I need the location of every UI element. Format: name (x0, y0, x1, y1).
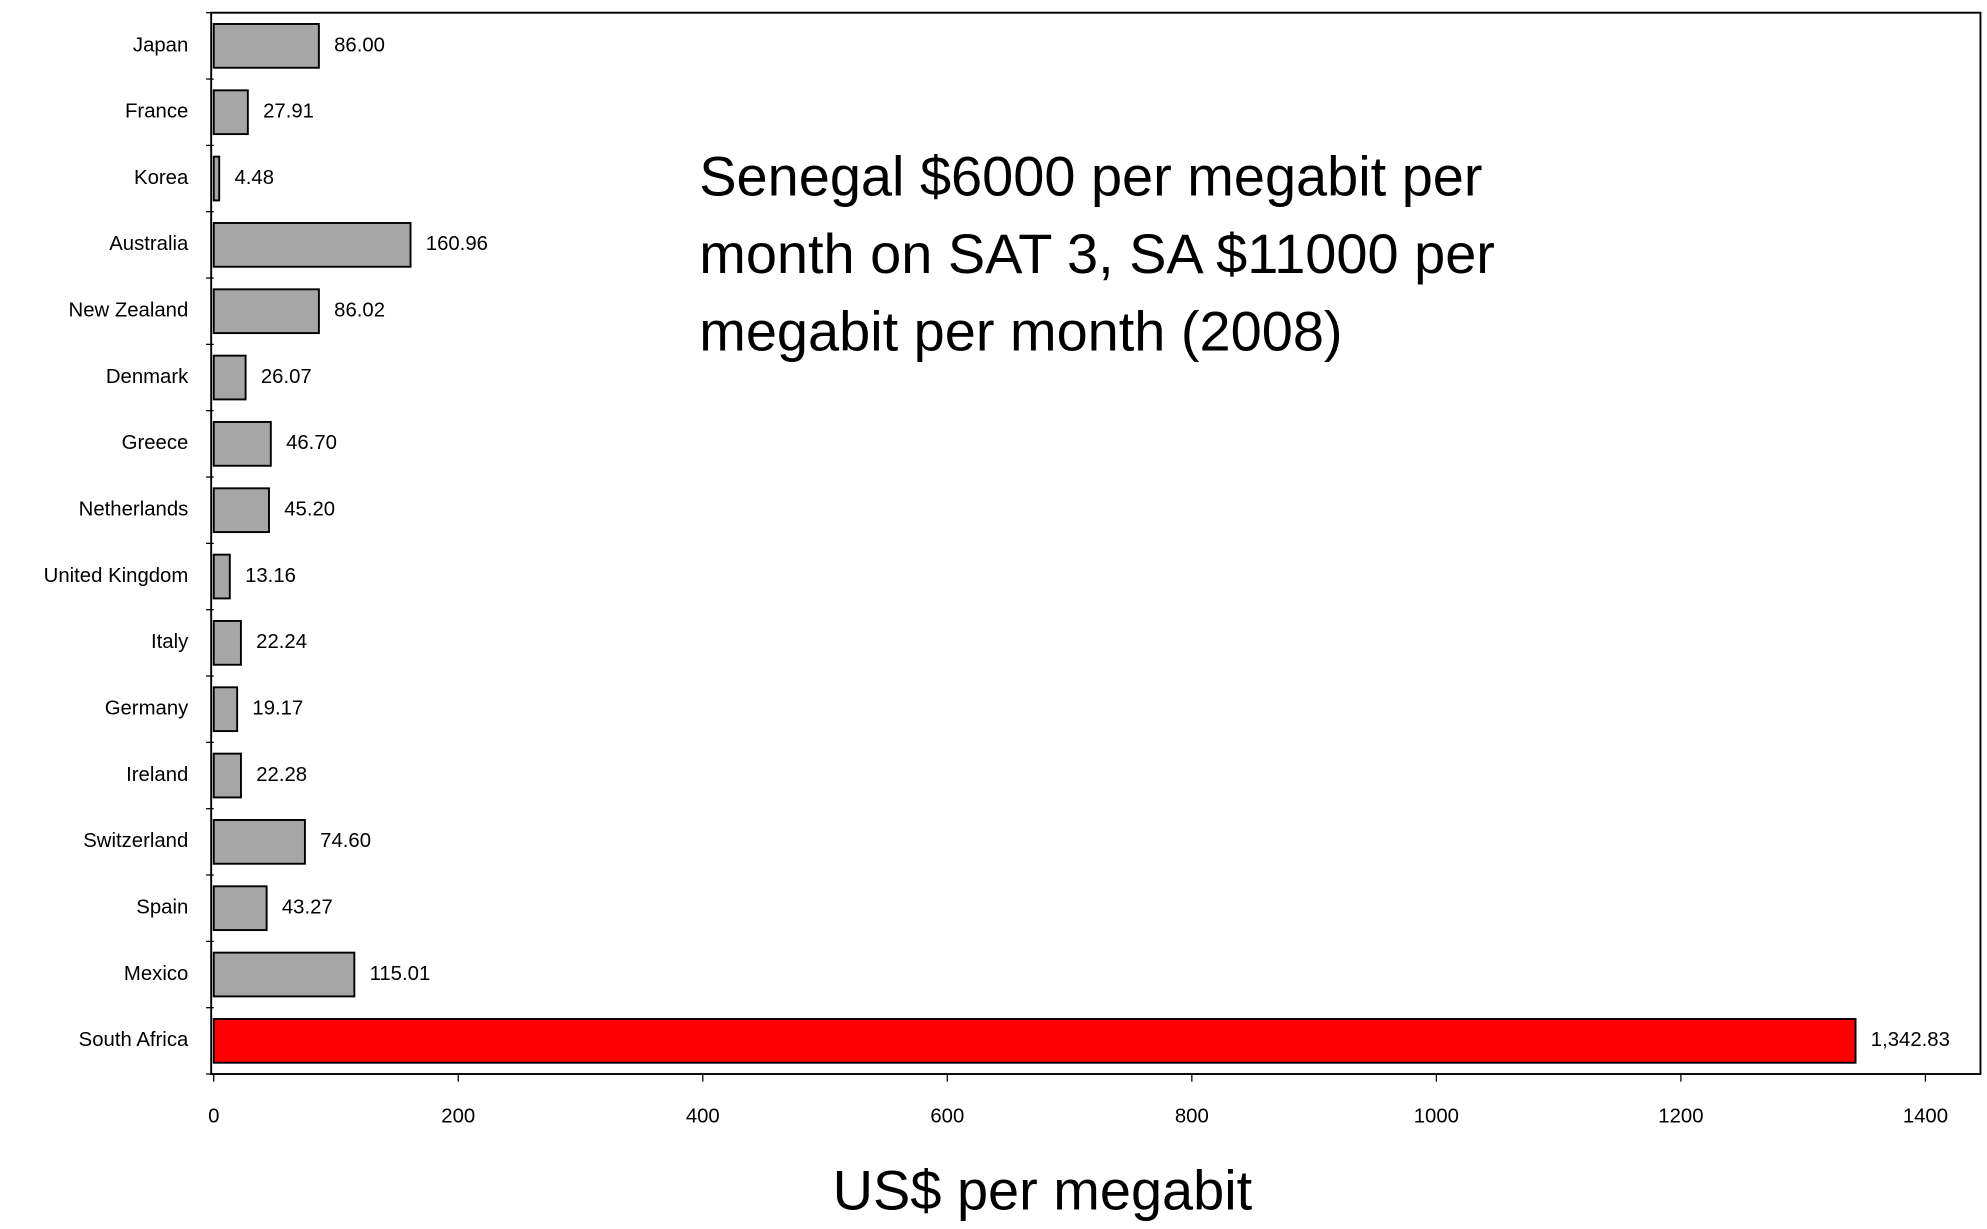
annotation: month on SAT 3, SA $11000 per (699, 222, 1495, 285)
value-label: 22.24 (256, 631, 307, 653)
bar (212, 620, 242, 666)
bar (212, 155, 221, 202)
y-tick-label: South Africa (79, 1029, 189, 1051)
x-tick-label: 1000 (1414, 1106, 1459, 1128)
value-label: 13.16 (245, 565, 296, 587)
bar (212, 354, 247, 401)
value-label: 19.17 (252, 698, 303, 720)
y-tick-label: Greece (122, 432, 189, 454)
bar (212, 951, 356, 998)
y-tick-label: Australia (109, 233, 189, 255)
bar (212, 222, 412, 268)
y-tick-label: Japan (133, 34, 188, 56)
x-tick-label: 1200 (1658, 1106, 1703, 1128)
value-label: 4.48 (234, 167, 274, 189)
y-tick-label: United Kingdom (44, 565, 189, 587)
x-tick-label: 200 (441, 1106, 475, 1128)
y-tick-label: Germany (105, 698, 189, 720)
bar (212, 885, 268, 932)
annotation: megabit per month (2008) (699, 299, 1342, 362)
value-label: 1,342.83 (1871, 1029, 1950, 1051)
x-tick-label: 400 (686, 1106, 720, 1128)
bar (212, 686, 239, 733)
bar (212, 288, 320, 335)
bar (212, 421, 272, 467)
bar (212, 89, 249, 136)
value-label: 45.20 (284, 499, 335, 521)
x-tick-label: 0 (208, 1106, 219, 1128)
value-label: 74.60 (320, 830, 371, 852)
value-label: 115.01 (370, 963, 431, 985)
annotation: Senegal $6000 per megabit per (699, 144, 1482, 207)
y-tick-label: Denmark (106, 366, 189, 388)
x-tick-label: 800 (1175, 1106, 1209, 1128)
y-tick-label: Netherlands (79, 499, 189, 521)
x-tick-label: 1400 (1903, 1106, 1948, 1128)
y-tick-label: Korea (134, 167, 189, 189)
bar (212, 819, 306, 865)
x-axis-label: US$ per megabit (833, 1159, 1253, 1222)
value-label: 86.00 (334, 34, 385, 56)
y-tick-label: Ireland (126, 764, 188, 786)
x-tick-label: 600 (930, 1106, 964, 1128)
value-label: 160.96 (426, 233, 488, 255)
value-label: 43.27 (282, 897, 333, 919)
bar (212, 1018, 1857, 1064)
value-label: 27.91 (263, 101, 314, 123)
y-tick-label: Switzerland (83, 830, 188, 852)
value-label: 46.70 (286, 432, 337, 454)
bar (212, 23, 320, 69)
y-tick-label: New Zealand (69, 300, 189, 322)
value-label: 26.07 (261, 366, 312, 388)
bar (212, 487, 270, 534)
y-tick-label: Italy (151, 631, 189, 653)
y-tick-label: Mexico (124, 963, 188, 985)
y-tick-label: Spain (136, 897, 188, 919)
bar (212, 752, 242, 799)
value-label: 86.02 (334, 300, 385, 322)
y-tick-label: France (125, 101, 188, 123)
bar (212, 553, 231, 600)
value-label: 22.28 (256, 764, 307, 786)
